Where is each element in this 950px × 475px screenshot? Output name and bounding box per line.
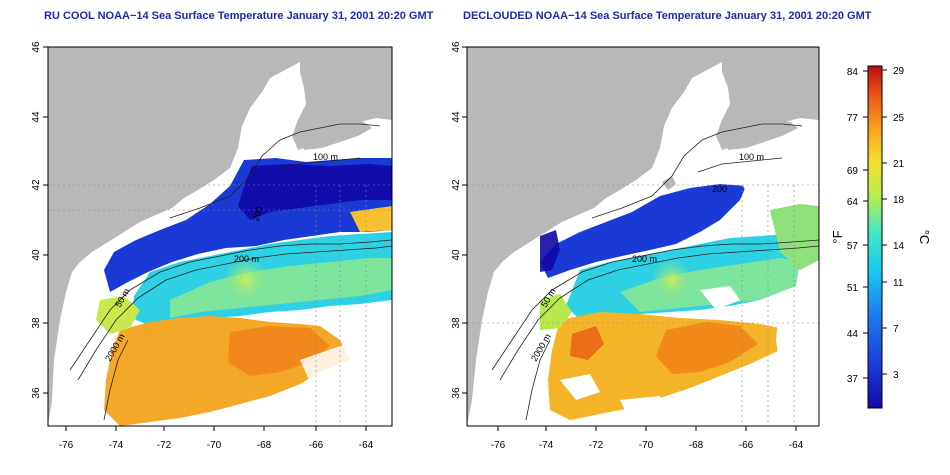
- colorbar: 84 77 69 64 57 51 44 37 29 25 21 18 14 1…: [830, 65, 932, 409]
- x-axis-right: -76 -74 -72 -70 -68 -66 -64: [491, 440, 804, 451]
- bathymetry-contours: [69, 123, 392, 421]
- x-tick-label: -74: [109, 440, 124, 451]
- sst-cold-core: [540, 230, 560, 272]
- colorbar-f-tick: 44: [847, 329, 859, 340]
- colorbar-c-tick: 7: [893, 324, 899, 335]
- colorbar-c-tick: 21: [893, 159, 905, 170]
- colorbar-f-tick: 69: [847, 166, 859, 177]
- contour-label: 200 m: [234, 254, 259, 264]
- x-tick-label: -70: [207, 440, 222, 451]
- colorbar-c-tick: 3: [893, 370, 899, 381]
- panel-title-right: DECLOUDED NOAA−14 Sea Surface Temperatur…: [463, 10, 872, 22]
- y-tick-label: 46: [31, 41, 42, 53]
- x-ticks-left: [43, 46, 367, 431]
- colorbar-c-tick: 25: [893, 113, 905, 124]
- contour-label: 100 m: [739, 152, 764, 162]
- y-tick-label: 42: [451, 179, 462, 191]
- map-frame-left: [47, 46, 393, 427]
- land-maritimes: [292, 47, 392, 150]
- sst-warm-core: [656, 322, 758, 374]
- colorbar-f-tick: 37: [847, 374, 859, 385]
- x-tick-label: -72: [589, 440, 604, 451]
- sst-cold-core: [238, 164, 392, 220]
- colorbar-unit-fahrenheit: °F: [830, 230, 845, 243]
- sst-cold-shelf: [540, 184, 746, 278]
- land-mainland: [48, 47, 300, 426]
- map-panel-left: [48, 47, 392, 426]
- x-tick-label: -72: [157, 440, 172, 451]
- y-axis-right: 46 44 42 40 38 36: [451, 41, 462, 399]
- colorbar-f-tick: 51: [847, 283, 859, 294]
- colorbar-gradient: [867, 65, 883, 409]
- land-maritimes: [716, 47, 819, 150]
- y-tick-label: 36: [451, 387, 462, 399]
- map-frame-right: [466, 46, 820, 427]
- y-tick-label: 38: [31, 317, 42, 329]
- x-tick-label: -70: [639, 440, 654, 451]
- cloud-south: [300, 340, 392, 426]
- colorbar-f-tick: 77: [847, 113, 859, 124]
- cloud-gaps: [560, 176, 819, 426]
- sst-warm-east: [350, 206, 392, 232]
- colorbar-c-tick: 18: [893, 195, 905, 206]
- x-tick-label: -64: [789, 440, 804, 451]
- land-nova-scotia: [300, 120, 372, 150]
- x-tick-label: -76: [491, 440, 506, 451]
- x-tick-label: -64: [359, 440, 374, 451]
- x-ticks-right: [462, 46, 797, 431]
- colorbar-f-tick: 57: [847, 241, 859, 252]
- x-tick-label: -68: [257, 440, 272, 451]
- x-tick-label: -66: [309, 440, 324, 451]
- sst-green-south: [540, 294, 572, 330]
- sst-green-east: [770, 204, 819, 270]
- graticule: [467, 184, 819, 426]
- sst-green-south: [96, 296, 140, 334]
- colorbar-ticks: [863, 69, 887, 379]
- colorbar-c-tick: 29: [893, 66, 905, 77]
- y-axis-left: 46 44 42 40 38 36: [31, 41, 42, 399]
- colorbar-f-tick: 64: [847, 197, 859, 208]
- graticule: [48, 184, 392, 426]
- land-cape-cod: [662, 176, 676, 190]
- y-tick-label: 46: [451, 41, 462, 53]
- sst-warm-west: [570, 326, 604, 360]
- y-tick-label: 38: [451, 317, 462, 329]
- x-tick-label: -66: [739, 440, 754, 451]
- y-tick-label: 40: [451, 249, 462, 261]
- panel-title-left: RU COOL NOAA−14 Sea Surface Temperature …: [44, 10, 434, 22]
- y-tick-label: 44: [451, 111, 462, 123]
- colorbar-unit-celsius: °C: [917, 230, 932, 245]
- contour-label: 200: [250, 205, 265, 223]
- colorbar-c-tick: 11: [893, 278, 904, 289]
- y-tick-label: 44: [31, 111, 42, 123]
- contour-label: 100 m: [313, 152, 338, 162]
- colorbar-c-tick: 14: [893, 241, 905, 252]
- y-tick-label: 42: [31, 179, 42, 191]
- sst-green: [170, 258, 392, 318]
- contour-label: 200: [712, 184, 727, 194]
- x-tick-label: -76: [59, 440, 74, 451]
- land-mainland: [467, 47, 722, 426]
- colorbar-f-tick: 84: [847, 67, 859, 78]
- x-tick-label: -74: [539, 440, 554, 451]
- x-tick-label: -68: [689, 440, 704, 451]
- y-tick-label: 36: [31, 387, 42, 399]
- contour-label: 200 m: [632, 254, 657, 264]
- y-tick-label: 40: [31, 249, 42, 261]
- map-panel-right: [467, 47, 819, 426]
- x-axis-left: -76 -74 -72 -70 -68 -66 -64: [59, 440, 374, 451]
